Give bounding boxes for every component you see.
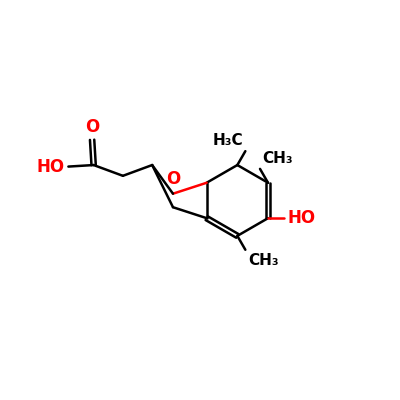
Text: H₃C: H₃C: [212, 133, 243, 148]
Text: CH₃: CH₃: [262, 151, 293, 166]
Text: CH₃: CH₃: [248, 253, 278, 268]
Text: O: O: [166, 170, 180, 188]
Text: O: O: [85, 118, 99, 136]
Text: HO: HO: [287, 209, 315, 227]
Text: HO: HO: [36, 158, 65, 176]
